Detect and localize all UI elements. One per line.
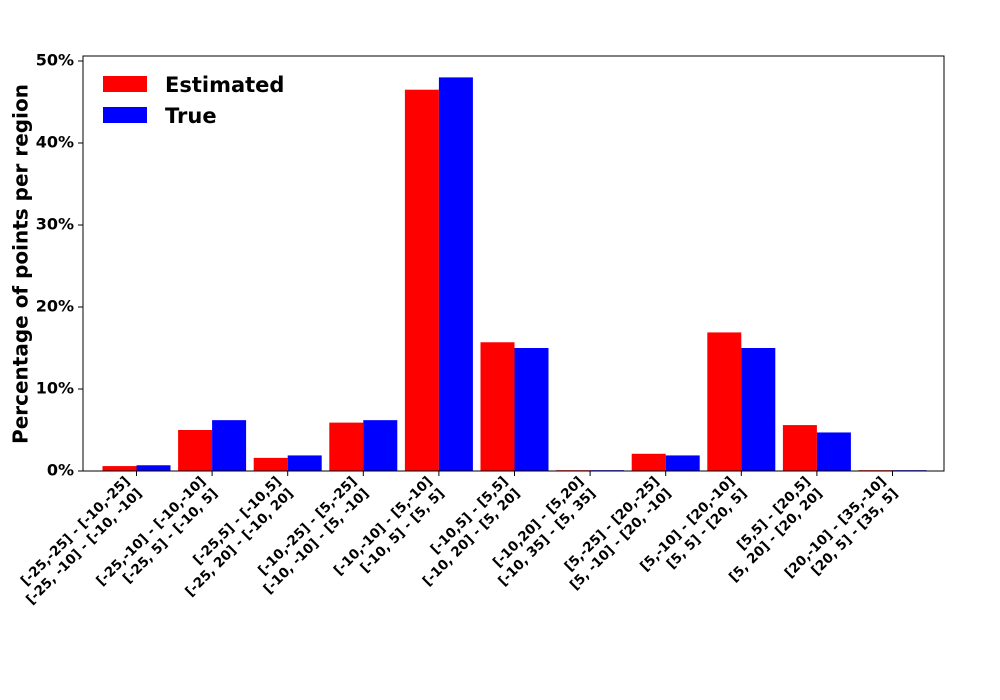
legend-label-estimated: Estimated xyxy=(165,73,284,97)
y-axis: 0% 10% 20% 30% 40% 50% xyxy=(36,51,83,480)
y-tick-label: 10% xyxy=(36,379,74,398)
plot-frame xyxy=(82,55,945,472)
y-axis-label: Percentage of points per region xyxy=(9,84,33,444)
bar-estimated-8 xyxy=(707,332,742,471)
legend-swatch-estimated xyxy=(103,76,147,92)
bar-estimated-9 xyxy=(782,425,817,471)
legend-label-true: True xyxy=(165,104,217,128)
bar-true-7 xyxy=(665,455,700,471)
bar-estimated-5 xyxy=(480,342,515,471)
bars-layer xyxy=(102,77,927,472)
bar-true-5 xyxy=(514,348,549,471)
bar-estimated-2 xyxy=(253,457,288,471)
x-axis: [-25,-25] - [-10,-25][-25, -10] - [-10, … xyxy=(18,471,901,608)
bar-true-2 xyxy=(287,455,322,471)
x-tick-label: [-25,-25] - [-10,-25][-25, -10] - [-10, … xyxy=(18,474,146,608)
y-tick-label: 50% xyxy=(36,51,74,70)
y-tick-label: 40% xyxy=(36,133,74,152)
bar-estimated-4 xyxy=(404,89,439,471)
bar-true-9 xyxy=(816,432,851,471)
bar-true-0 xyxy=(136,465,171,471)
bar-estimated-3 xyxy=(329,422,364,471)
y-tick-label: 30% xyxy=(36,215,74,234)
bar-true-3 xyxy=(363,420,398,471)
bar-true-4 xyxy=(438,77,473,472)
bar-true-1 xyxy=(212,420,247,471)
bar-estimated-1 xyxy=(178,430,213,471)
y-tick-label: 0% xyxy=(47,461,74,480)
legend: Estimated True xyxy=(103,73,284,128)
y-tick-label: 20% xyxy=(36,297,74,316)
bar-estimated-7 xyxy=(631,453,666,471)
bar-estimated-0 xyxy=(102,466,137,471)
legend-swatch-true xyxy=(103,107,147,123)
bar-true-8 xyxy=(741,348,776,471)
